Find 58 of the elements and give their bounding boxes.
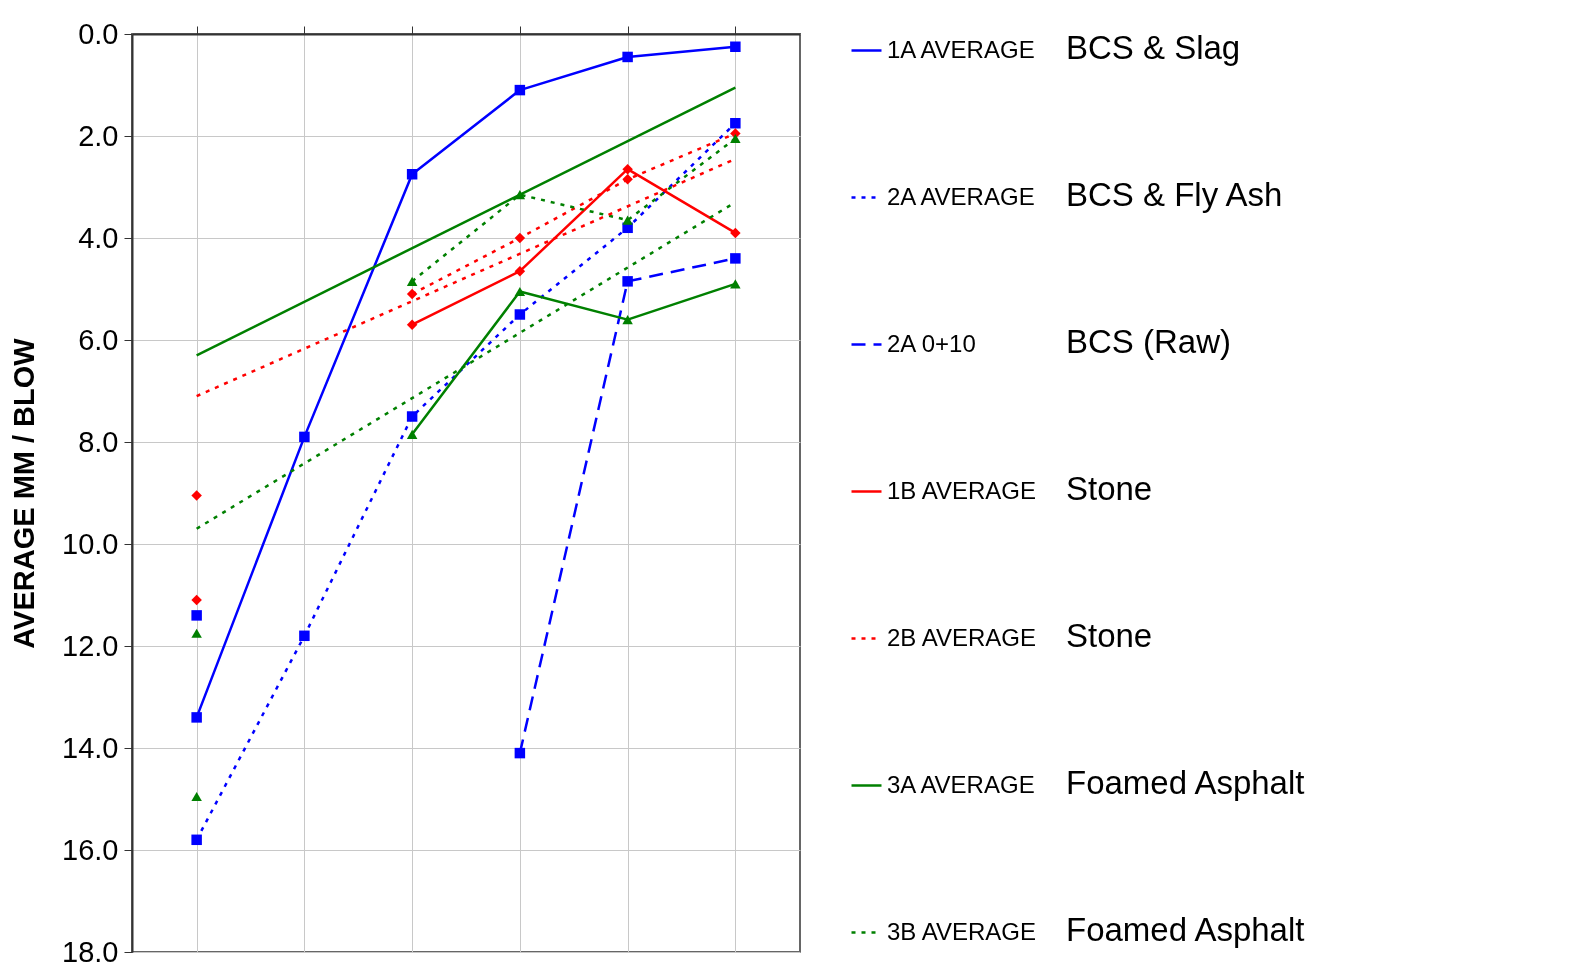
legend-label: 2B AVERAGE bbox=[887, 623, 1036, 651]
point bbox=[730, 227, 741, 239]
point bbox=[514, 265, 526, 277]
point bbox=[622, 276, 633, 287]
point bbox=[406, 319, 418, 330]
point bbox=[299, 431, 310, 443]
point bbox=[191, 834, 202, 846]
legend-label: 3B AVERAGE bbox=[887, 917, 1036, 945]
text: Foamed Asphalt bbox=[1065, 911, 1305, 949]
point bbox=[622, 315, 633, 325]
text: Stone bbox=[1065, 470, 1153, 508]
text: Foamed Asphalt bbox=[1065, 764, 1305, 802]
y-tick-label: 0.0 bbox=[78, 17, 119, 50]
point bbox=[514, 309, 526, 320]
point bbox=[622, 215, 633, 225]
point bbox=[191, 712, 202, 723]
y-tick-label: 6.0 bbox=[78, 323, 119, 356]
y-tick-label: 8.0 bbox=[78, 425, 119, 458]
y-tick-label: 18.0 bbox=[62, 935, 119, 966]
point bbox=[514, 747, 526, 759]
point bbox=[514, 190, 526, 200]
text: BCS & Fly Ash bbox=[1065, 176, 1283, 214]
point bbox=[406, 411, 418, 422]
y-tick-label: 10.0 bbox=[62, 527, 119, 560]
y-tick-label: 4.0 bbox=[78, 221, 119, 254]
point bbox=[406, 169, 418, 180]
y-tick-label: 16.0 bbox=[62, 833, 119, 866]
text: BCS (Raw) bbox=[1065, 323, 1231, 361]
point bbox=[406, 429, 418, 439]
point bbox=[191, 610, 202, 621]
point bbox=[299, 630, 310, 642]
point bbox=[622, 163, 633, 175]
y-axis-title: AVERAGE MM / BLOW bbox=[8, 337, 41, 649]
point bbox=[730, 253, 741, 264]
point bbox=[622, 51, 633, 63]
point bbox=[406, 288, 418, 300]
point bbox=[514, 287, 526, 297]
y-tick-label: 14.0 bbox=[62, 731, 119, 764]
legend-label: 3A AVERAGE bbox=[887, 770, 1035, 798]
y-tick-label: 12.0 bbox=[62, 629, 119, 662]
point bbox=[191, 594, 202, 606]
legend-label: 1B AVERAGE bbox=[887, 476, 1036, 504]
point bbox=[730, 118, 741, 129]
point bbox=[730, 134, 741, 144]
legend-label: 1A AVERAGE bbox=[887, 35, 1035, 63]
point bbox=[514, 232, 526, 244]
point bbox=[514, 84, 526, 96]
text: Stone bbox=[1065, 617, 1153, 655]
legend-label: 2A 0+10 bbox=[887, 329, 976, 357]
y-tick-label: 2.0 bbox=[78, 119, 119, 152]
point bbox=[622, 174, 633, 185]
text: BCS & Slag bbox=[1065, 29, 1241, 67]
point bbox=[730, 41, 741, 52]
point bbox=[191, 490, 202, 501]
point bbox=[191, 791, 202, 801]
point bbox=[191, 628, 202, 638]
legend-label: 2A AVERAGE bbox=[887, 182, 1035, 210]
point bbox=[406, 276, 418, 286]
